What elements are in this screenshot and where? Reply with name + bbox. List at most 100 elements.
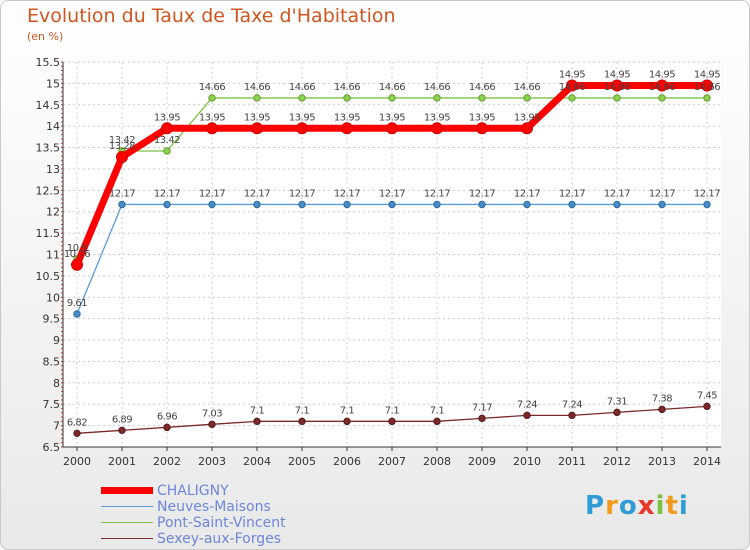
data-label-neuves-maisons: 12.17 bbox=[154, 188, 180, 199]
data-point-pont-saint-vincent bbox=[658, 94, 666, 102]
data-point-pont-saint-vincent bbox=[478, 94, 486, 102]
data-label-pont-saint-vincent: 14.66 bbox=[514, 82, 540, 93]
data-label-pont-saint-vincent: 14.66 bbox=[694, 82, 720, 93]
data-label-neuves-maisons: 12.17 bbox=[244, 188, 270, 199]
data-label-neuves-maisons: 12.17 bbox=[109, 188, 135, 199]
y-tick-label: 7.5 bbox=[43, 398, 61, 411]
y-tick-label: 11 bbox=[46, 249, 60, 262]
data-point-sexey-aux-forges bbox=[433, 417, 441, 426]
data-label-pont-saint-vincent: 13.42 bbox=[154, 135, 180, 146]
legend-label: Pont-Saint-Vincent bbox=[157, 515, 286, 531]
y-tick-label: 15 bbox=[46, 77, 60, 90]
data-label-neuves-maisons: 12.17 bbox=[199, 188, 225, 199]
logo-letter: i bbox=[655, 491, 666, 521]
data-label-chaligny: 14.95 bbox=[604, 70, 630, 81]
data-label-neuves-maisons: 12.17 bbox=[334, 188, 360, 199]
legend-swatch-neuves-maisons bbox=[101, 506, 153, 507]
data-point-chaligny bbox=[431, 122, 443, 135]
data-label-sexey-aux-forges: 7.24 bbox=[517, 399, 537, 410]
data-point-neuves-maisons bbox=[703, 200, 711, 209]
data-point-neuves-maisons bbox=[568, 200, 576, 209]
chart-title: Evolution du Taux de Taxe d'Habitation bbox=[27, 5, 396, 27]
data-label-neuves-maisons: 12.17 bbox=[694, 188, 720, 199]
data-point-pont-saint-vincent bbox=[568, 94, 576, 102]
data-point-chaligny bbox=[206, 122, 218, 135]
x-tick-label: 2013 bbox=[648, 455, 676, 468]
data-point-chaligny bbox=[296, 122, 308, 135]
y-tick-label: 8 bbox=[53, 377, 60, 390]
data-point-chaligny bbox=[386, 122, 398, 135]
data-point-chaligny bbox=[521, 122, 533, 135]
data-point-neuves-maisons bbox=[298, 200, 306, 209]
data-label-sexey-aux-forges: 6.89 bbox=[112, 414, 132, 425]
data-label-neuves-maisons: 12.17 bbox=[649, 188, 675, 199]
data-label-sexey-aux-forges: 6.82 bbox=[67, 417, 87, 428]
data-label-pont-saint-vincent: 14.66 bbox=[424, 82, 450, 93]
data-point-pont-saint-vincent bbox=[163, 147, 171, 155]
x-tick-label: 2010 bbox=[513, 455, 541, 468]
data-label-pont-saint-vincent: 14.66 bbox=[379, 82, 405, 93]
data-label-chaligny: 13.95 bbox=[289, 112, 315, 123]
logo-letter: t bbox=[665, 491, 679, 521]
data-label-sexey-aux-forges: 7.1 bbox=[295, 405, 310, 416]
y-tick-label: 14 bbox=[46, 120, 60, 133]
legend-label: CHALIGNY bbox=[157, 483, 229, 499]
proxiti-logo: Proxiti bbox=[585, 491, 689, 521]
data-point-sexey-aux-forges bbox=[343, 417, 351, 426]
data-label-neuves-maisons: 12.17 bbox=[514, 188, 540, 199]
y-tick-label: 14.5 bbox=[36, 99, 61, 112]
legend-swatch-chaligny bbox=[101, 487, 153, 494]
data-label-neuves-maisons: 12.17 bbox=[424, 188, 450, 199]
data-label-pont-saint-vincent: 13.42 bbox=[109, 135, 135, 146]
data-point-chaligny bbox=[701, 79, 713, 92]
data-label-sexey-aux-forges: 7.1 bbox=[250, 405, 265, 416]
logo-letter: P bbox=[585, 491, 606, 521]
data-label-sexey-aux-forges: 7.45 bbox=[697, 390, 717, 401]
data-point-sexey-aux-forges bbox=[118, 426, 126, 435]
data-point-pont-saint-vincent bbox=[253, 94, 261, 102]
y-tick-label: 12.5 bbox=[36, 184, 61, 197]
data-point-chaligny bbox=[161, 122, 173, 135]
data-point-pont-saint-vincent bbox=[388, 94, 396, 102]
logo-letter: o bbox=[618, 491, 638, 521]
data-label-sexey-aux-forges: 7.1 bbox=[385, 405, 400, 416]
data-point-chaligny bbox=[656, 79, 668, 92]
data-label-chaligny: 13.95 bbox=[334, 112, 360, 123]
x-tick-label: 2009 bbox=[468, 455, 496, 468]
data-point-pont-saint-vincent bbox=[523, 94, 531, 102]
data-label-chaligny: 13.95 bbox=[244, 112, 270, 123]
data-point-sexey-aux-forges bbox=[73, 429, 81, 438]
data-label-chaligny: 13.95 bbox=[199, 112, 225, 123]
data-point-pont-saint-vincent bbox=[703, 94, 711, 102]
data-point-sexey-aux-forges bbox=[253, 417, 261, 426]
data-point-neuves-maisons bbox=[163, 200, 171, 209]
data-point-sexey-aux-forges bbox=[298, 417, 306, 426]
x-tick-label: 2012 bbox=[603, 455, 631, 468]
data-label-chaligny: 14.95 bbox=[649, 70, 675, 81]
data-point-neuves-maisons bbox=[613, 200, 621, 209]
logo-letter: r bbox=[605, 491, 619, 521]
y-tick-label: 10 bbox=[46, 291, 60, 304]
data-point-chaligny bbox=[611, 79, 623, 92]
data-point-sexey-aux-forges bbox=[568, 411, 576, 420]
data-label-neuves-maisons: 9.61 bbox=[67, 298, 87, 309]
data-label-pont-saint-vincent: 14.66 bbox=[604, 82, 630, 93]
data-point-sexey-aux-forges bbox=[658, 405, 666, 414]
data-point-neuves-maisons bbox=[208, 200, 216, 209]
data-label-pont-saint-vincent: 14.66 bbox=[199, 82, 225, 93]
data-label-neuves-maisons: 12.17 bbox=[604, 188, 630, 199]
data-point-neuves-maisons bbox=[523, 200, 531, 209]
x-tick-label: 2008 bbox=[423, 455, 451, 468]
data-label-neuves-maisons: 12.17 bbox=[559, 188, 585, 199]
data-point-neuves-maisons bbox=[118, 200, 126, 209]
data-label-pont-saint-vincent: 14.66 bbox=[469, 82, 495, 93]
x-tick-label: 2014 bbox=[693, 455, 721, 468]
x-tick-label: 2000 bbox=[63, 455, 91, 468]
data-label-chaligny: 10.76 bbox=[64, 249, 90, 260]
legend-swatch-sexey-aux-forges bbox=[101, 538, 153, 539]
data-point-pont-saint-vincent bbox=[298, 94, 306, 102]
data-label-pont-saint-vincent: 14.66 bbox=[244, 82, 270, 93]
data-point-neuves-maisons bbox=[253, 200, 261, 209]
chart-subtitle: (en %) bbox=[27, 30, 64, 43]
